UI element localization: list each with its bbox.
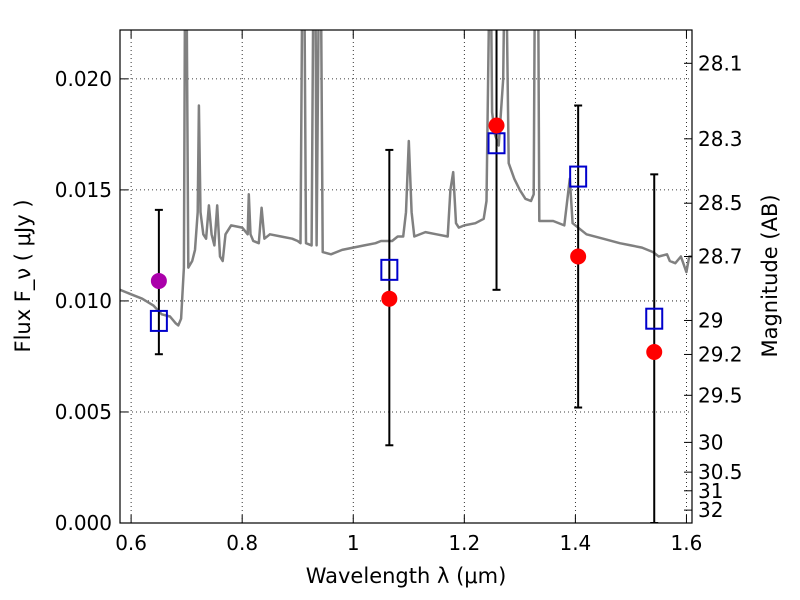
model-square-marker	[149, 309, 168, 332]
x-tick-label: 0.6	[115, 531, 147, 555]
mag-tick-label: 28.3	[698, 127, 743, 151]
y-axis-left-ticks: 0.000 0.005 0.010 0.015 0.020	[55, 67, 128, 535]
y-tick-label: 0.005	[55, 400, 112, 424]
mag-tick-label: 28.5	[698, 191, 743, 215]
y-axis-right-title: Magnitude (AB)	[758, 194, 782, 357]
mag-tick-label: 30	[698, 430, 723, 454]
model-square-marker	[645, 307, 664, 330]
y-tick-label: 0.000	[55, 511, 112, 535]
plot-frame	[119, 29, 693, 524]
x-tick-label: 1.2	[448, 531, 480, 555]
x-tick-label: 1.4	[559, 531, 591, 555]
x-axis-title: Wavelength λ (μm)	[306, 564, 507, 588]
y-tick-label: 0.020	[55, 67, 112, 91]
y-tick-label: 0.010	[55, 289, 112, 313]
photometry-markers	[149, 117, 664, 361]
y-axis-left-title: Flux F_ν ( μJy )	[11, 199, 36, 352]
mag-tick-label: 29.2	[698, 342, 743, 366]
model-square-marker	[569, 165, 588, 188]
x-tick-label: 0.8	[226, 531, 258, 555]
spectrum-line	[120, 30, 692, 327]
grid-lines	[120, 30, 692, 523]
mag-tick-label: 28.1	[698, 51, 743, 75]
observed-circle-marker	[646, 344, 663, 361]
mag-tick-label: 29.5	[698, 383, 743, 407]
observed-circle-marker	[488, 117, 505, 134]
mag-tick-label: 30.5	[698, 460, 743, 484]
x-axis-ticks: 0.6 0.8 1 1.2 1.4 1.6	[115, 30, 702, 555]
mag-tick-label: 31	[698, 479, 723, 503]
mag-tick-label: 28.7	[698, 245, 743, 269]
x-tick-label: 1.6	[671, 531, 703, 555]
observed-circle-marker	[570, 248, 587, 265]
model-square-marker	[380, 258, 399, 281]
x-tick-label: 1	[347, 531, 360, 555]
model-spectrum-series	[120, 30, 692, 327]
mag-tick-label: 32	[698, 498, 723, 522]
mag-tick-label: 29	[698, 308, 723, 332]
observed-circle-marker	[381, 290, 398, 307]
highlight-circle-marker	[150, 272, 167, 289]
y-tick-label: 0.015	[55, 178, 112, 202]
